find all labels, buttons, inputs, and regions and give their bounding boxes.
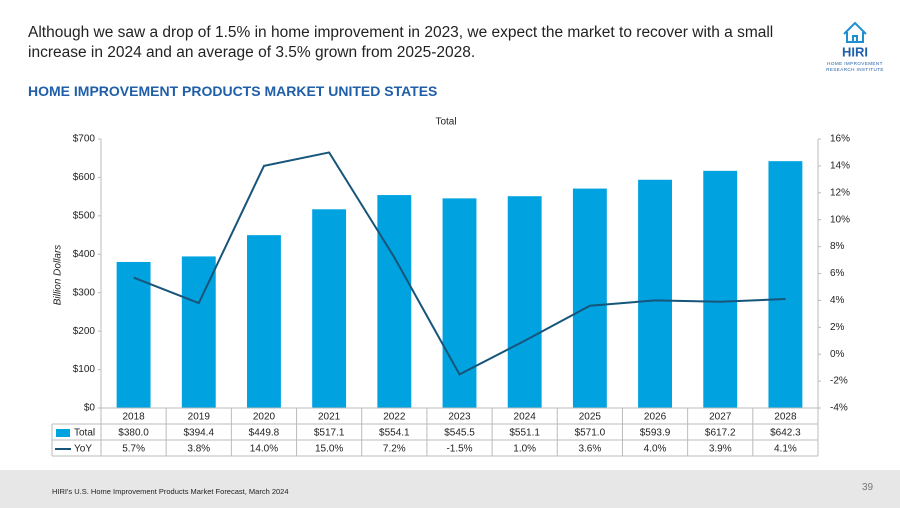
data-label: $551.1 <box>509 428 540 439</box>
y-tick-label: $200 <box>73 326 96 337</box>
bar <box>116 261 151 408</box>
y2-tick-label: 4% <box>830 295 845 306</box>
logo-name: HIRI <box>842 44 868 59</box>
source: HIRI's U.S. Home Improvement Products Ma… <box>52 487 289 496</box>
bar <box>442 198 477 408</box>
x-tick-label: 2019 <box>188 412 211 423</box>
data-label: -1.5% <box>446 444 472 455</box>
x-tick-label: 2022 <box>383 412 406 423</box>
chart: Total Billion Dollars $0 $100 $200 $300 $400… <box>51 117 850 457</box>
y-axis-label: Billion Dollars <box>53 245 64 306</box>
bar <box>181 256 216 408</box>
legend-label: Total <box>74 428 95 439</box>
data-label: $571.0 <box>575 428 606 439</box>
x-tick-label: 2027 <box>709 412 732 423</box>
data-label: 14.0% <box>250 444 278 455</box>
intro-text: Although we saw a drop of 1.5% in home i… <box>28 24 774 61</box>
y2-tick-label: -2% <box>830 376 848 387</box>
y2-tick-label: 12% <box>830 187 850 198</box>
line <box>133 151 786 376</box>
data-label: $593.9 <box>640 428 671 439</box>
bar <box>377 195 412 408</box>
data-label: $554.1 <box>379 428 410 439</box>
footer: HIRI's U.S. Home Improvement Products Ma… <box>0 470 900 508</box>
x-tick-label: 2023 <box>448 412 471 423</box>
y2-tick-label: -4% <box>830 403 848 414</box>
data-label: $394.4 <box>183 428 214 439</box>
bar <box>312 209 347 408</box>
y-tick-label: $700 <box>73 134 96 145</box>
logo: HIRI HOME IMPROVEMENT RESEARCH INSTITUTE <box>826 21 884 72</box>
y2-tick-label: 0% <box>830 349 845 360</box>
bar <box>638 179 672 408</box>
legend-label: YoY <box>74 444 92 455</box>
x-tick-label: 2024 <box>514 412 537 423</box>
logo-line: RESEARCH INSTITUTE <box>826 67 884 72</box>
y2-tick-label: 6% <box>830 268 845 279</box>
bar <box>572 188 607 408</box>
x-tick-label: 2018 <box>122 412 145 423</box>
y-tick-label: $100 <box>73 364 96 375</box>
y2-tick-label: 14% <box>830 161 850 172</box>
data-label: $517.1 <box>314 428 345 439</box>
data-label: 15.0% <box>315 444 343 455</box>
y-tick-label: $0 <box>84 403 96 414</box>
data-label: 3.8% <box>187 444 210 455</box>
x-tick-label: 2026 <box>644 412 667 423</box>
data-label: 3.9% <box>709 444 732 455</box>
y-tick-label: $500 <box>73 210 96 221</box>
data-label: $449.8 <box>249 428 280 439</box>
logo-line: HOME IMPROVEMENT <box>827 61 883 66</box>
y2-tick-label: 16% <box>830 134 850 145</box>
x-tick-label: 2028 <box>774 412 797 423</box>
x-tick-label: 2025 <box>579 412 602 423</box>
page-number: 39 <box>862 482 874 493</box>
heading: HOME IMPROVEMENT PRODUCTS MARKET UNITED … <box>28 83 438 99</box>
chart-title: Total <box>435 117 456 128</box>
bar <box>507 196 542 408</box>
data-label: 4.0% <box>644 444 667 455</box>
data-label: 3.6% <box>578 444 601 455</box>
legend-swatch <box>56 429 70 437</box>
data-label: $617.2 <box>705 428 736 439</box>
x-tick-label: 2021 <box>318 412 341 423</box>
y-tick-label: $600 <box>73 172 96 183</box>
y2-tick-label: 8% <box>830 241 845 252</box>
logo-icon <box>843 21 867 43</box>
data-label: $545.5 <box>444 428 475 439</box>
y-tick-label: $400 <box>73 249 96 260</box>
bar <box>247 235 281 408</box>
bar <box>703 170 738 408</box>
bar <box>768 161 803 408</box>
y2-tick-label: 10% <box>830 214 850 225</box>
x-tick-label: 2020 <box>253 412 276 423</box>
data-label: 1.0% <box>513 444 536 455</box>
data-label: 7.2% <box>383 444 406 455</box>
y2-tick-label: 2% <box>830 322 845 333</box>
data-label: $380.0 <box>118 428 149 439</box>
y-tick-label: $300 <box>73 287 96 298</box>
data-label: 5.7% <box>122 444 145 455</box>
data-label: $642.3 <box>770 428 801 439</box>
data-label: 4.1% <box>774 444 797 455</box>
